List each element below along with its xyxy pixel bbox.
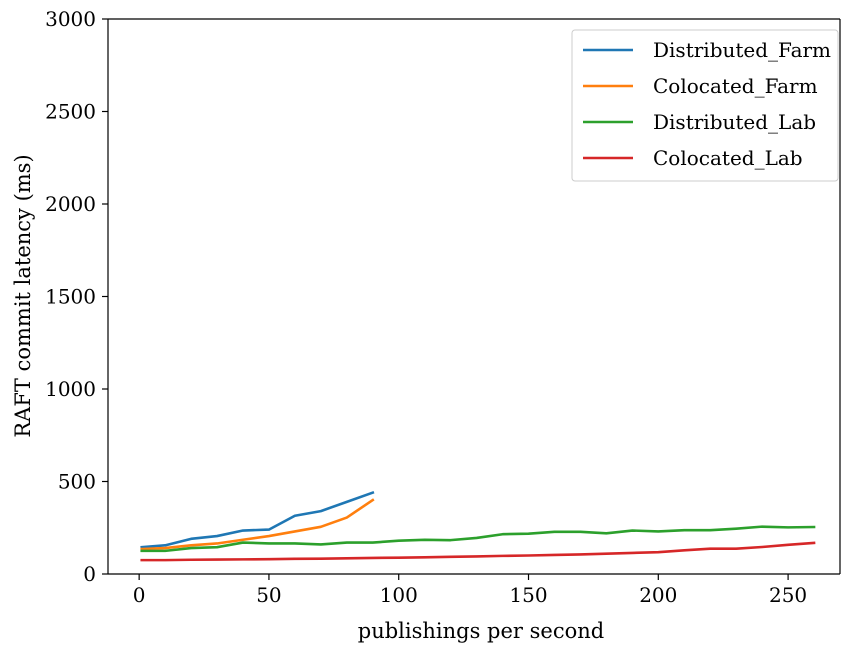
y-tick-label: 3000 [45,7,96,31]
x-ticks: 0 50 100 150 200 250 [133,574,807,607]
legend: Distributed_Farm Colocated_Farm Distribute… [571,29,839,182]
y-axis-title: RAFT commit latency (ms) [11,154,35,437]
y-ticks: 0 500 1000 1500 2000 2500 3000 [45,7,108,586]
series-layer [140,490,816,562]
legend-label-distributed-farm: Distributed_Farm [653,38,831,62]
legend-frame [571,29,839,182]
series-line-colocated-farm [140,498,375,551]
series-line-colocated-lab [140,541,816,562]
x-tick-label: 150 [509,583,547,607]
series-line-distributed-lab [140,525,816,553]
x-tick-label: 100 [380,583,418,607]
y-tick-label: 0 [83,562,96,586]
legend-label-distributed-lab: Distributed_Lab [653,110,816,134]
legend-label-colocated-farm: Colocated_Farm [653,74,818,98]
series-line-distributed-farm [140,490,375,549]
y-tick-label: 1500 [45,285,96,309]
y-tick-label: 1000 [45,377,96,401]
x-tick-label: 0 [133,583,146,607]
y-tick-label: 2000 [45,192,96,216]
legend-label-colocated-lab: Colocated_Lab [653,146,803,170]
x-axis-title: publishings per second [358,619,604,643]
x-tick-label: 200 [639,583,677,607]
x-tick-label: 250 [769,583,807,607]
y-tick-label: 500 [58,470,96,494]
y-tick-label: 2500 [45,100,96,124]
x-tick-label: 50 [256,583,281,607]
